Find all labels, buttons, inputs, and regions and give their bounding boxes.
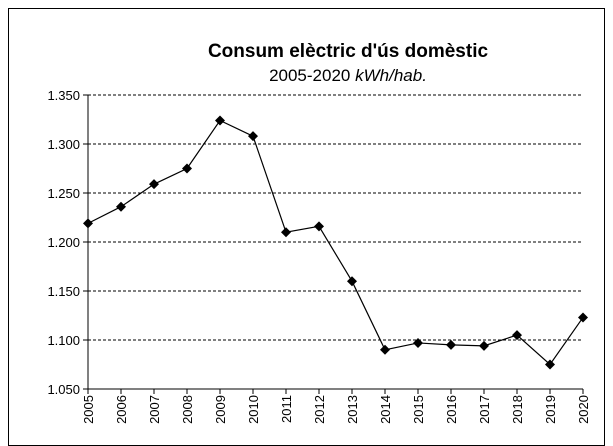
marker: [215, 115, 225, 126]
x-tick-label: 2012: [312, 395, 327, 424]
marker: [281, 227, 291, 238]
chart-subtitle: 2005-2020 kWh/hab.: [269, 66, 427, 85]
x-tick-label: 2013: [345, 395, 360, 424]
x-tick-label: 2010: [246, 395, 261, 424]
y-tick-label: 1.350: [47, 88, 80, 103]
x-tick-label: 2014: [378, 395, 393, 424]
x-tick-label: 2019: [543, 395, 558, 424]
marker: [83, 218, 93, 229]
y-tick-label: 1.100: [47, 333, 80, 348]
marker: [446, 339, 456, 350]
x-tick-label: 2005: [81, 395, 96, 424]
unit: kWh/hab.: [355, 66, 427, 85]
subtitle: 2005-2020: [269, 66, 350, 85]
marker: [578, 312, 588, 323]
marker: [380, 344, 390, 355]
y-tick-label: 1.250: [47, 186, 80, 201]
marker: [248, 131, 258, 142]
chart-frame: [8, 8, 605, 446]
y-tick-label: 1.050: [47, 382, 80, 397]
marker: [347, 276, 357, 287]
marker: [545, 359, 555, 370]
x-tick-label: 2008: [180, 395, 195, 424]
x-tick-label: 2006: [114, 395, 129, 424]
line: [87, 119, 584, 366]
x-tick-label: 2007: [147, 395, 162, 424]
y-tick-label: 1.150: [47, 284, 80, 299]
marker: [479, 340, 489, 351]
marker: [512, 330, 522, 341]
y-tick-label: 1.300: [47, 137, 80, 152]
y-tick-label: 1.200: [47, 235, 80, 250]
x-tick-label: 2016: [444, 395, 459, 424]
x-tick-label: 2020: [576, 395, 591, 424]
x-tick-label: 2015: [411, 395, 426, 424]
x-tick-label: 2009: [213, 395, 228, 424]
marker: [314, 221, 324, 232]
marker: [413, 337, 423, 348]
marker: [149, 179, 159, 190]
marker: [116, 201, 126, 212]
x-tick-label: 2017: [477, 395, 492, 424]
chart-title: Consum elèctric d'ús domèstic: [208, 41, 489, 62]
marker: [182, 163, 192, 174]
x-tick-label: 2011: [279, 395, 294, 423]
x-tick-label: 2018: [510, 395, 525, 424]
